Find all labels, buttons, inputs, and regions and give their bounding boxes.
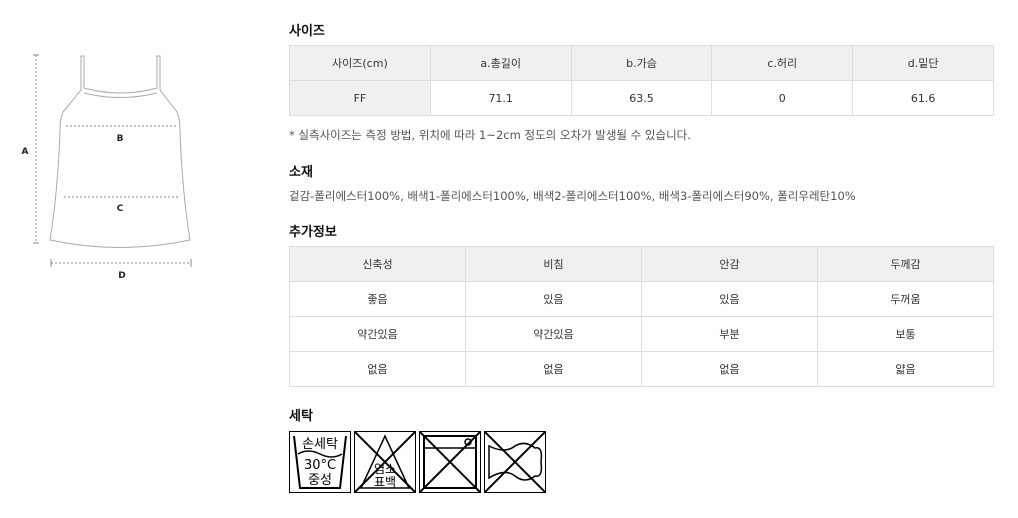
table-header-row: 사이즈(cm) a.총길이 b.가슴 c.허리 d.밑단 [289, 45, 994, 81]
size-table: 사이즈(cm) a.총길이 b.가슴 c.허리 d.밑단 FF 71.1 63.… [289, 45, 994, 116]
label-c: C [117, 204, 124, 214]
cell: FF [289, 80, 431, 116]
cell: 71.1 [429, 80, 572, 116]
material-text: 겉감-폴리에스터100%, 배색1-폴리에스터100%, 배색2-폴리에스터10… [289, 189, 856, 203]
header-cell: 두께감 [817, 246, 994, 282]
table-row: 좋음 있음 있음 두꺼움 [289, 281, 994, 317]
cell: 있음 [641, 281, 818, 317]
material-title: 소재 [289, 165, 313, 180]
label-d: D [118, 271, 125, 280]
header-cell: d.밑단 [852, 45, 994, 81]
header-cell: a.총길이 [429, 45, 572, 81]
cell: 약간있음 [465, 316, 642, 352]
table-row: FF 71.1 63.5 0 61.6 [289, 80, 994, 116]
cell: 보통 [817, 316, 994, 352]
cell: 있음 [465, 281, 642, 317]
cell: 부분 [641, 316, 818, 352]
cell: 약간있음 [289, 316, 466, 352]
cell: 63.5 [570, 80, 713, 116]
cell: 얇음 [817, 351, 994, 387]
cell: 없음 [641, 351, 818, 387]
label-a: A [22, 147, 29, 157]
cell: 없음 [289, 351, 466, 387]
header-cell: b.가슴 [570, 45, 713, 81]
cell: 0 [711, 80, 854, 116]
header-cell: 비침 [465, 246, 642, 282]
hand-wash-icon: 손세탁 30°C 중성 [289, 431, 351, 493]
header-cell: c.허리 [711, 45, 854, 81]
no-bleach-icon: 염소 표백 [354, 431, 416, 493]
no-wring-icon [484, 431, 546, 493]
header-cell: 신축성 [289, 246, 466, 282]
label-b: B [117, 134, 124, 144]
size-title: 사이즈 [289, 24, 325, 39]
cell: 두꺼움 [817, 281, 994, 317]
wash-text: 중성 [308, 473, 332, 488]
table-header-row: 신축성 비침 안감 두께감 [289, 246, 994, 282]
header-cell: 사이즈(cm) [289, 45, 431, 81]
wash-text: 염소 [374, 462, 396, 476]
wash-text: 손세탁 [302, 437, 338, 452]
cell: 없음 [465, 351, 642, 387]
header-cell: 안감 [641, 246, 818, 282]
cell: 좋음 [289, 281, 466, 317]
garment-diagram: A B C D [22, 54, 192, 280]
extra-table: 신축성 비침 안감 두께감 좋음 있음 있음 두꺼움 약간있음 약간있음 부분 보통 없음 없… [289, 246, 994, 387]
table-row: 약간있음 약간있음 부분 보통 [289, 316, 994, 352]
wash-text: 표백 [374, 475, 396, 489]
cell: 61.6 [852, 80, 994, 116]
extra-title: 추가정보 [289, 225, 337, 240]
table-row: 없음 없음 없음 얇음 [289, 351, 994, 387]
wash-text: 30°C [304, 458, 336, 473]
no-tumble-dry-icon [419, 431, 481, 493]
wash-title: 세탁 [289, 409, 313, 424]
size-note: * 실측사이즈는 측정 방법, 위치에 따라 1~2cm 정도의 오차가 발생될… [289, 128, 691, 142]
